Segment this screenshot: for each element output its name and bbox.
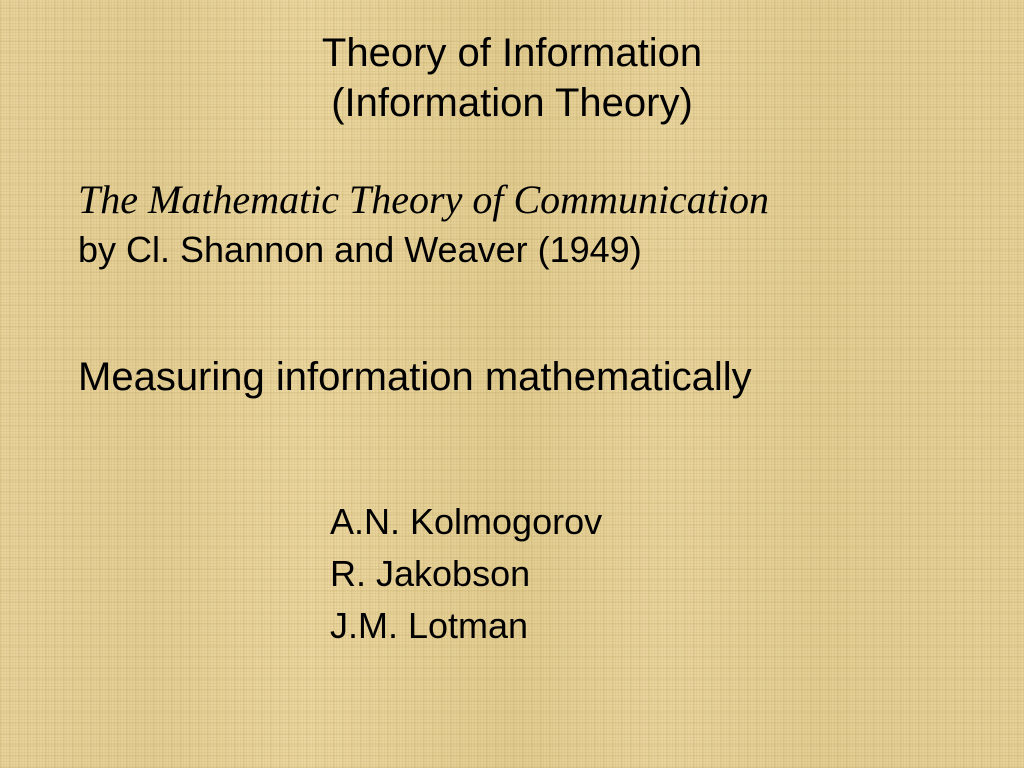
name-item: J.M. Lotman — [330, 600, 1024, 652]
slide-title: Theory of Information (Information Theor… — [0, 0, 1024, 128]
title-line-2: (Information Theory) — [0, 78, 1024, 128]
name-item: A.N. Kolmogorov — [330, 496, 1024, 548]
slide: Theory of Information (Information Theor… — [0, 0, 1024, 768]
topic-line: Measuring information mathematically — [78, 355, 1024, 400]
name-item: R. Jakobson — [330, 548, 1024, 600]
title-line-1: Theory of Information — [0, 28, 1024, 78]
book-title: The Mathematic Theory of Communication — [78, 176, 1024, 223]
slide-body: The Mathematic Theory of Communication b… — [0, 128, 1024, 653]
byline: by Cl. Shannon and Weaver (1949) — [78, 229, 1024, 271]
names-list: A.N. Kolmogorov R. Jakobson J.M. Lotman — [78, 496, 1024, 653]
